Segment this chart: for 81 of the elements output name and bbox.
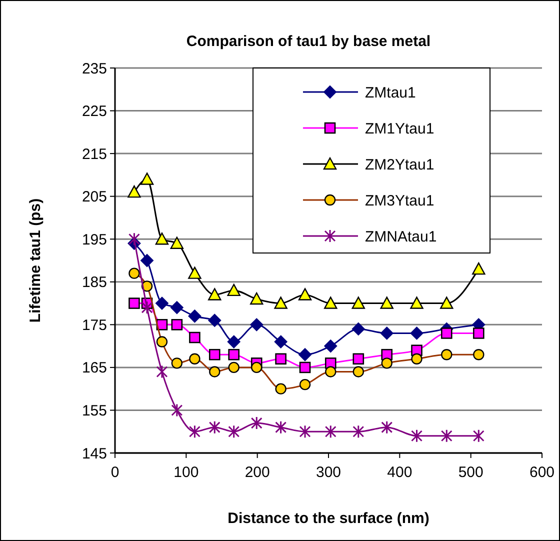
point: [208, 314, 222, 327]
point: [188, 310, 202, 323]
point: [188, 266, 202, 279]
point: [188, 424, 200, 438]
y-tick-label: 155: [82, 402, 107, 420]
point: [380, 296, 394, 309]
point: [156, 364, 168, 378]
point: [324, 296, 338, 309]
point: [440, 328, 452, 339]
point: [440, 296, 454, 309]
legend-label: ZMNAtau1: [365, 228, 437, 246]
point: [472, 262, 486, 275]
point: [274, 296, 288, 309]
point: [250, 416, 262, 430]
point: [299, 424, 311, 438]
point: [352, 424, 364, 438]
point: [208, 348, 220, 360]
point: [298, 348, 312, 362]
point: [274, 335, 288, 348]
point: [410, 296, 424, 309]
point: [299, 362, 311, 374]
x-tick-label: 200: [244, 464, 270, 481]
point: [141, 300, 153, 314]
point: [208, 288, 222, 300]
y-tick-label: 175: [82, 316, 107, 334]
point: [155, 296, 168, 310]
point: [228, 424, 240, 438]
point: [324, 424, 336, 438]
point: [156, 319, 168, 330]
point: [171, 319, 183, 330]
y-tick-label: 225: [82, 103, 107, 120]
point: [324, 340, 338, 353]
legend-label: ZMtau1: [365, 84, 416, 102]
point: [298, 288, 312, 300]
point: [250, 292, 264, 305]
point: [170, 301, 184, 314]
point: [473, 328, 484, 339]
legend-label: ZM2Ytau1: [365, 156, 434, 174]
point: [140, 254, 154, 267]
y-tick-label: 145: [82, 445, 107, 462]
point: [208, 420, 220, 434]
point: [189, 332, 200, 344]
x-axis-title: Distance to the surface (nm): [228, 510, 430, 527]
point: [171, 403, 183, 417]
legend-label: ZM1Ytau1: [365, 120, 434, 138]
point: [275, 353, 286, 365]
point: [410, 326, 424, 340]
point: [250, 318, 264, 332]
point: [228, 348, 240, 360]
x-tick-label: 0: [110, 464, 120, 481]
y-tick-label: 235: [82, 60, 107, 78]
y-tick-label: 165: [82, 360, 107, 377]
x-tick-label: 500: [458, 464, 484, 481]
x-tick-label: 100: [174, 464, 199, 481]
y-tick-label: 185: [82, 274, 107, 292]
point: [352, 296, 365, 309]
x-tick-label: 600: [529, 464, 555, 481]
legend-label: ZM3Ytau1: [365, 192, 434, 210]
x-tick-label: 400: [387, 464, 412, 481]
point: [352, 322, 365, 336]
x-tick-label: 300: [316, 464, 342, 481]
point: [227, 284, 240, 296]
y-axis-title: Lifetime tau1 (ps): [27, 198, 44, 323]
point: [381, 420, 393, 434]
point: [275, 420, 287, 434]
point: [410, 429, 422, 443]
point: [170, 236, 184, 249]
point: [440, 429, 452, 443]
point: [128, 185, 141, 198]
point: [227, 335, 240, 348]
y-tick-label: 205: [82, 188, 107, 206]
point: [380, 326, 394, 340]
point: [140, 172, 154, 185]
point: [128, 298, 140, 309]
chart-title: Comparison of tau1 by base metal: [186, 33, 431, 50]
point: [128, 232, 140, 246]
y-tick-label: 195: [82, 231, 107, 248]
y-tick-label: 215: [82, 146, 107, 163]
point: [472, 429, 484, 443]
point: [352, 353, 364, 365]
point: [155, 232, 169, 245]
